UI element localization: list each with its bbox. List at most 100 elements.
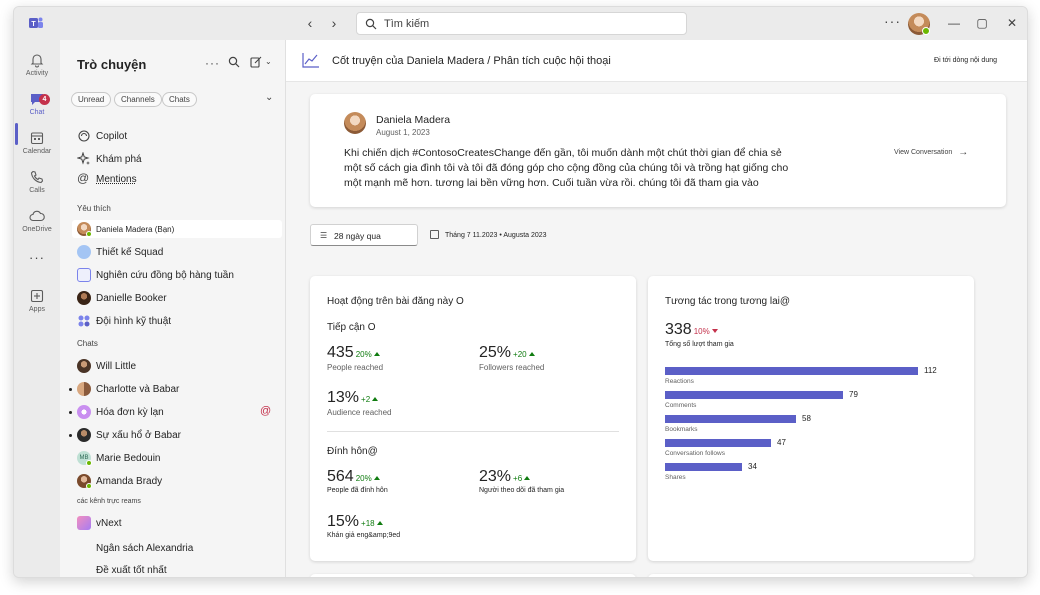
bar[interactable] — [665, 415, 796, 423]
channel-item-vnext[interactable]: vNext — [77, 514, 282, 532]
chat-item-label: Amanda Brady — [96, 476, 163, 487]
view-conversation-link[interactable]: View Conversation → — [894, 147, 968, 158]
bar[interactable] — [665, 463, 742, 471]
trend-up-icon — [376, 521, 383, 525]
next-card-left — [310, 574, 636, 577]
followers-reached-metric: 25% +20 Followers reached — [479, 344, 545, 372]
filter-channels[interactable]: Channels — [114, 92, 162, 107]
chat-item-label: Đội hình kỹ thuật — [96, 316, 172, 327]
nav-mentions[interactable]: @ Mentions — [77, 170, 282, 188]
bar-value-label: 34 — [748, 462, 757, 471]
new-chat-icon[interactable] — [250, 56, 262, 68]
maximize-icon[interactable]: ▢ — [976, 16, 988, 30]
chat-item-marie[interactable]: MB Marie Bedouin — [77, 449, 282, 467]
search-icon — [365, 18, 377, 30]
audience-reached-metric: 13% +2 Audience reached — [327, 389, 392, 417]
channel-item-budget[interactable]: Ngân sách Alexandria — [77, 539, 282, 557]
channels-header: các kênh trực reams — [77, 498, 141, 505]
copilot-icon — [78, 130, 90, 142]
bar-row: 34 Shares — [665, 462, 965, 483]
chat-item-label: Thiết kế Squad — [96, 247, 164, 258]
chat-list-pane: Trò chuyện ··· ⌄ Unread Channels Chats ⌄… — [60, 40, 286, 577]
rail-item-more[interactable]: ··· — [14, 250, 60, 286]
bar-row: 58 Bookmarks — [665, 414, 965, 435]
team-icon — [78, 315, 90, 327]
trend-up-icon — [372, 397, 379, 401]
trend-up-icon — [524, 476, 531, 480]
new-chat-chevron-icon[interactable]: ⌄ — [265, 57, 272, 66]
rail-item-calls[interactable]: Calls — [14, 167, 60, 203]
chat-item-weekly-sync[interactable]: Nghiên cứu đồng bộ hàng tuần — [77, 266, 282, 284]
filter-expand-chevron-icon[interactable]: ⌄ — [265, 92, 274, 103]
chat-item-danielle[interactable]: Danielle Booker — [77, 289, 282, 307]
nav-copilot-label: Copilot — [96, 131, 128, 142]
engagement-card: Tương tác trong tương lai@ 338 10% Tổng s… — [648, 276, 974, 561]
channel-item-label: Đề xuất tốt nhất — [96, 565, 167, 576]
chat-item-babar[interactable]: Sự xấu hổ ở Babar — [77, 426, 282, 444]
chat-item-charlotte[interactable]: Charlotte và Babar — [77, 380, 282, 398]
presence-available-icon — [86, 483, 92, 489]
app-rail: Activity 4 Chat Calendar Calls — [14, 40, 60, 577]
filter-chats[interactable]: Chats — [162, 92, 197, 107]
engaged-section-title: Đính hôn@ — [327, 446, 378, 457]
next-card-right — [648, 574, 974, 577]
more-options-icon[interactable]: ··· — [884, 13, 901, 29]
chat-item-strange-invoice[interactable]: Hóa đơn kỳ lạn @ — [77, 403, 282, 421]
arrow-right-icon: → — [958, 147, 969, 158]
author-avatar[interactable] — [344, 112, 366, 134]
teams-logo-icon[interactable]: T — [28, 15, 44, 31]
bell-icon — [30, 54, 44, 68]
minimize-icon[interactable]: — — [948, 16, 960, 30]
view-conversation-label: View Conversation — [894, 149, 953, 156]
bar[interactable] — [665, 439, 771, 447]
chat-item-design-squad[interactable]: Thiết kế Squad — [77, 243, 282, 261]
total-engagement-caption: Tổng số lượt tham gia — [665, 341, 734, 348]
chat-item-will[interactable]: Will Little — [77, 357, 282, 375]
bar-row: 112 Reactions — [665, 366, 965, 387]
section-divider — [327, 431, 619, 432]
bar[interactable] — [665, 367, 918, 375]
rail-item-onedrive[interactable]: OneDrive — [14, 206, 60, 242]
date-range-display: Tháng 7 11.2023 • Augusta 2023 — [430, 230, 547, 239]
channel-item-best-proposal[interactable]: Đề xuất tốt nhất — [77, 561, 282, 577]
post-author[interactable]: Daniela Madera — [376, 114, 451, 126]
chat-item-engineering[interactable]: Đội hình kỹ thuật — [77, 312, 282, 330]
close-icon[interactable]: ✕ — [1006, 16, 1018, 30]
rail-item-apps[interactable]: Apps — [14, 286, 60, 322]
forward-arrow-icon[interactable]: › — [331, 15, 337, 31]
rail-item-activity[interactable]: Activity — [14, 50, 60, 86]
rail-item-calendar[interactable]: Calendar — [14, 128, 60, 164]
analytics-main: Cốt truyện của Daniela Madera / Phân tíc… — [286, 40, 1027, 577]
cloud-icon — [29, 210, 45, 222]
search-placeholder: Tìm kiếm — [384, 18, 430, 30]
chat-search-icon[interactable] — [228, 56, 240, 68]
chat-item-amanda[interactable]: Amanda Brady — [77, 472, 282, 490]
bar-row: 47 Conversation follows — [665, 438, 965, 459]
bar-category-label: Conversation follows — [665, 450, 725, 457]
filter-unread[interactable]: Unread — [71, 92, 112, 107]
presence-available-icon — [922, 27, 930, 35]
avatar — [77, 359, 91, 373]
svg-text:T: T — [31, 21, 36, 28]
rail-item-chat[interactable]: 4 Chat — [14, 89, 60, 125]
search-input[interactable]: Tìm kiếm — [356, 12, 687, 35]
mention-icon: @ — [260, 405, 272, 417]
chat-more-options-icon[interactable]: ··· — [205, 56, 220, 70]
bar-value-label: 79 — [849, 390, 858, 399]
calendar-icon — [430, 230, 439, 239]
back-arrow-icon[interactable]: ‹ — [307, 15, 313, 31]
avatar — [77, 291, 91, 305]
nav-discover[interactable]: Khám phá — [77, 150, 282, 168]
date-range-dropdown[interactable]: ☰ 28 ngày qua — [310, 224, 418, 246]
reach-section-title: Tiếp cận O — [327, 322, 376, 333]
rail-label-calls: Calls — [29, 187, 45, 194]
rail-active-indicator — [15, 123, 18, 145]
chat-item-daniela[interactable]: Daniela Madera (Bạn) — [72, 220, 282, 238]
nav-copilot[interactable]: Copilot — [77, 127, 282, 145]
calendar-icon — [30, 132, 44, 145]
unread-indicator — [69, 434, 72, 437]
main-header: Cốt truyện của Daniela Madera / Phân tíc… — [286, 40, 1027, 82]
go-to-feed-link[interactable]: Đi tới dòng nội dung — [934, 57, 997, 64]
bar[interactable] — [665, 391, 843, 399]
presence-available-icon — [86, 231, 92, 237]
